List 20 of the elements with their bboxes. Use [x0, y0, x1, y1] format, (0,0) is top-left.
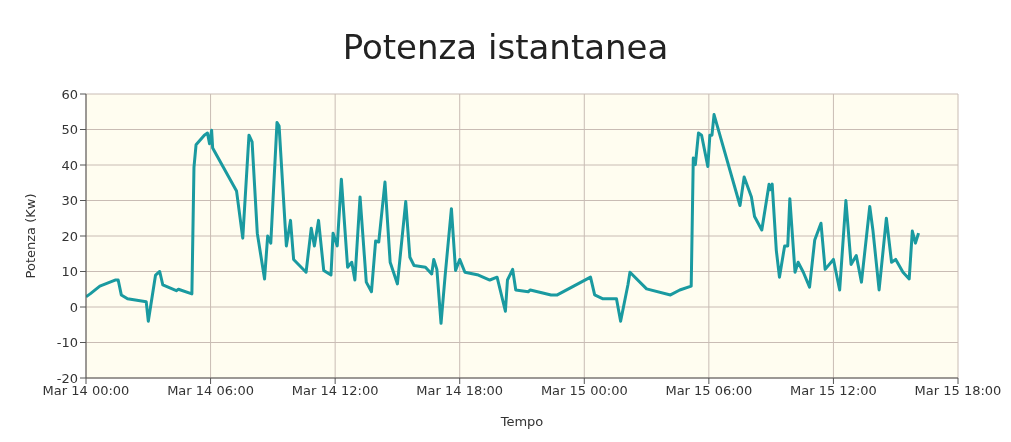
chart-title: Potenza istantanea — [341, 26, 670, 69]
x-axis-title: Tempo — [499, 414, 544, 429]
x-tick-label: Mar 15 12:00 — [790, 383, 877, 399]
y-tick-label: -20 — [56, 370, 78, 386]
x-tick-label: Mar 14 18:00 — [416, 383, 504, 399]
y-tick-label: 30 — [61, 193, 78, 209]
y-tick-label: 60 — [61, 86, 78, 102]
y-tick-label: 0 — [69, 299, 78, 315]
y-tick-label: 50 — [61, 122, 78, 138]
y-tick-label: 20 — [61, 228, 78, 244]
x-tick-label: Mar 14 12:00 — [291, 383, 379, 399]
x-tick-label: Mar 14 00:00 — [42, 383, 130, 399]
x-tick-label: Mar 15 18:00 — [914, 383, 1002, 399]
y-tick-label: 40 — [61, 157, 78, 173]
x-tick-label: Mar 15 06:00 — [665, 383, 753, 399]
x-tick-label: Mar 15 00:00 — [540, 383, 628, 399]
y-tick-label: 10 — [61, 264, 78, 280]
y-tick-label: -10 — [56, 335, 78, 351]
y-axis-title: Potenza (Kw) — [22, 193, 38, 279]
x-tick-label: Mar 14 06:00 — [167, 383, 254, 399]
